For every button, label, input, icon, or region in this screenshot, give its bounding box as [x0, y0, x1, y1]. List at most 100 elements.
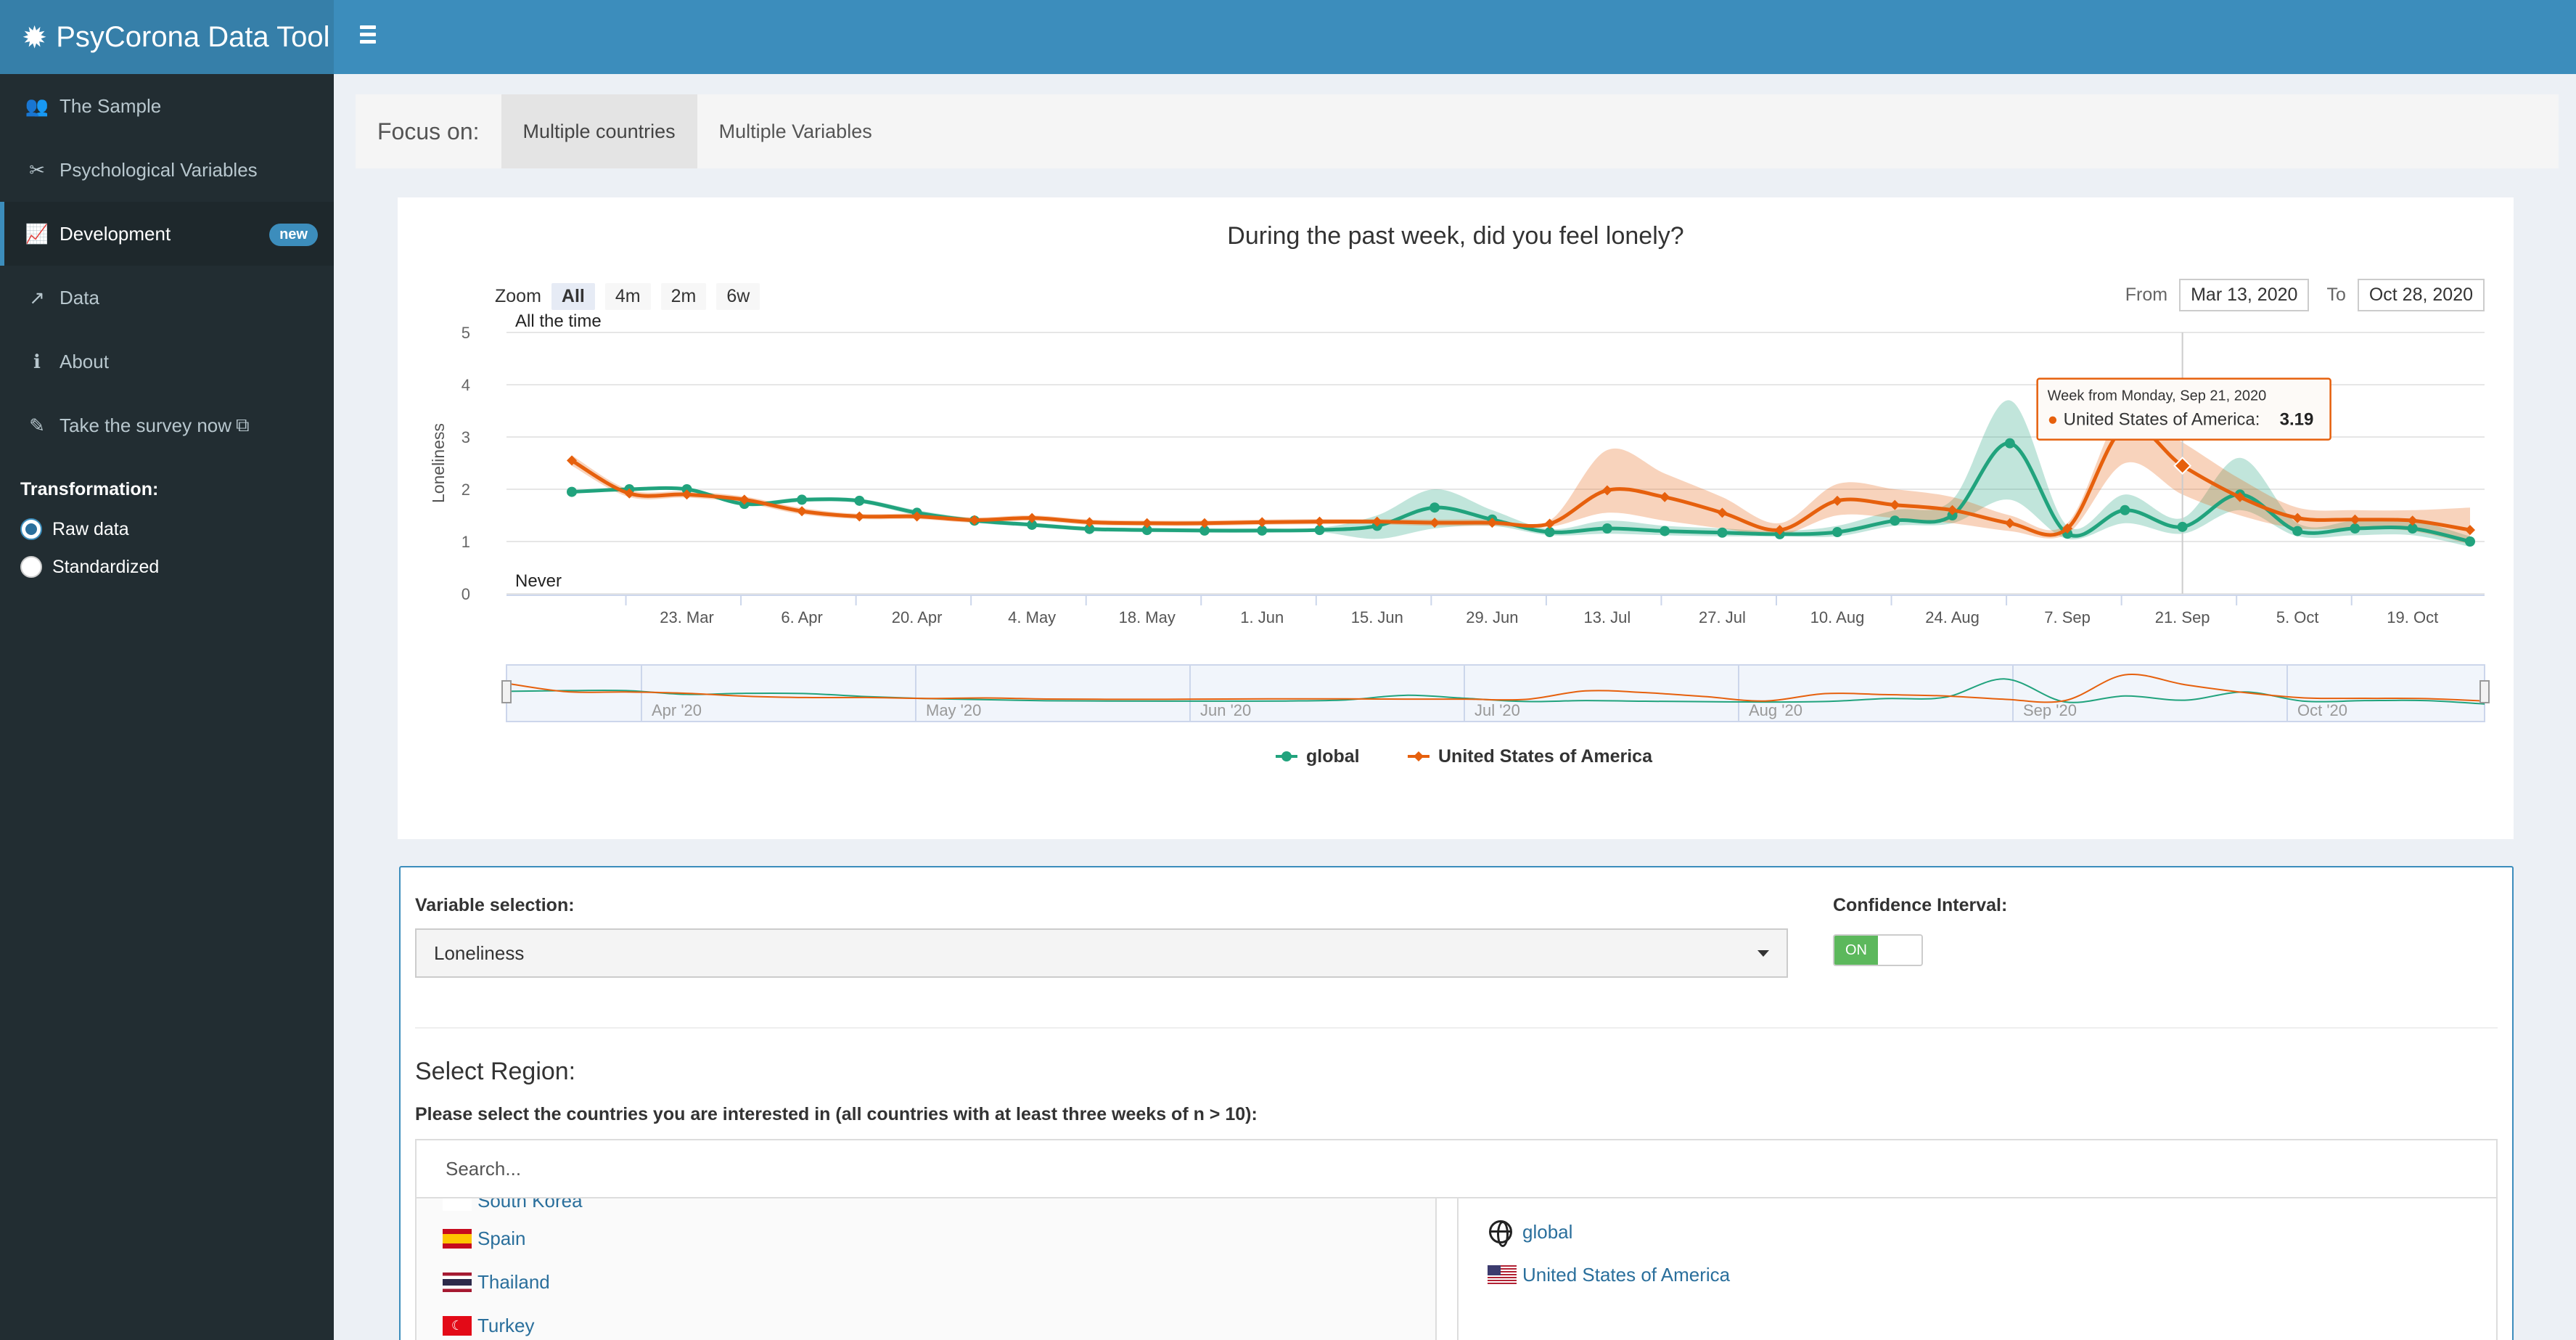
data-point	[854, 511, 865, 522]
menu-toggle-icon[interactable]	[356, 22, 385, 51]
focus-tabs: Focus on: Multiple countries Multiple Va…	[356, 94, 2559, 168]
zoom-2m-button[interactable]: 2m	[660, 283, 707, 310]
data-point	[1257, 517, 1268, 528]
y-annotation-top: All the time	[515, 311, 602, 331]
globe-icon	[1489, 1220, 1512, 1247]
settings-panel: Variable selection: Loneliness Confidenc…	[399, 866, 2514, 1340]
data-point	[681, 489, 692, 500]
x-tick-label: 1. Jun	[1240, 608, 1284, 626]
data-point	[1487, 518, 1498, 528]
x-tick-label: 4. May	[1008, 608, 1056, 626]
sidebar-item-label: Data	[60, 286, 99, 309]
radio-label: Raw data	[52, 518, 129, 539]
data-point	[1027, 519, 1038, 530]
radio-button[interactable]	[20, 518, 42, 540]
data-point	[1141, 525, 1152, 536]
data-point	[2177, 521, 2188, 532]
thailand-flag-icon	[443, 1272, 472, 1292]
data-point	[1199, 518, 1210, 528]
data-point	[1660, 526, 1670, 536]
radio-button[interactable]	[20, 556, 42, 578]
data-point	[1084, 523, 1095, 534]
data-point	[681, 484, 692, 494]
legend-marker	[1281, 751, 1292, 761]
tab-multiple-variables[interactable]: Multiple Variables	[718, 120, 872, 142]
sidebar-item-data[interactable]: ↗ Data	[0, 266, 334, 330]
tools-icon: ✂	[29, 158, 45, 181]
list-item[interactable]: Thailand	[443, 1271, 550, 1294]
radio-raw-data[interactable]: Raw data	[20, 510, 334, 548]
ci-toggle-on: ON	[1834, 936, 1878, 965]
transformation-group: Transformation: Raw data Standardized	[0, 457, 334, 586]
edit-icon: ✎	[29, 414, 45, 436]
ci-band-global	[572, 400, 2470, 547]
to-date-input[interactable]: Oct 28, 2020	[2357, 279, 2485, 311]
data-point	[1832, 495, 1842, 506]
external-link-icon: ⧉	[236, 414, 250, 436]
zoom-4m-button[interactable]: 4m	[604, 283, 651, 310]
ci-toggle[interactable]: ON	[1833, 934, 1923, 966]
navigator-line-united-states-of-america	[506, 674, 2485, 703]
navigator-label: Jul '20	[1474, 701, 1520, 719]
data-point	[1544, 518, 1555, 529]
available-regions-list[interactable]: South Korea Spain Thailand ☾ Turkey	[415, 1198, 1437, 1340]
data-point	[1084, 517, 1095, 528]
users-icon: 👥	[25, 94, 49, 117]
info-icon: ℹ	[33, 350, 41, 372]
zoom-all-button[interactable]: All	[551, 283, 595, 310]
sidebar-item-development[interactable]: 📈 Development new	[0, 202, 334, 266]
data-point	[1947, 510, 1958, 520]
tab-multiple-countries[interactable]: Multiple countries	[501, 94, 697, 168]
y-tick-label: 5	[462, 324, 470, 342]
legend-label: global	[1306, 746, 1360, 767]
legend-marker	[1414, 751, 1424, 761]
region-search-input[interactable]: Search...	[415, 1139, 2498, 1198]
y-tick-label: 0	[462, 585, 470, 603]
region-label: Spain	[477, 1227, 526, 1249]
from-date-input[interactable]: Mar 13, 2020	[2179, 279, 2310, 311]
region-label: United States of America	[1522, 1264, 1731, 1286]
navigator-handle-right	[2479, 680, 2490, 703]
x-tick-label: 23. Mar	[660, 608, 714, 626]
sidebar-item-the-sample[interactable]: 👥 The Sample	[0, 74, 334, 138]
tooltip-marker: ●	[2048, 410, 2059, 430]
data-point	[1947, 504, 1958, 515]
variable-select-value: Loneliness	[434, 941, 525, 964]
radio-standardized[interactable]: Standardized	[20, 548, 334, 586]
data-point	[1601, 523, 1612, 534]
list-item[interactable]: Spain	[443, 1227, 526, 1250]
data-point	[2407, 523, 2418, 534]
list-item[interactable]: United States of America	[1488, 1264, 1730, 1286]
data-point	[624, 488, 635, 499]
x-tick-label: 6. Apr	[781, 608, 822, 626]
sidebar-item-take-survey[interactable]: ✎ Take the survey now ⧉	[0, 393, 334, 457]
x-tick-label: 5. Oct	[2276, 608, 2319, 626]
sidebar-item-label: Development	[60, 222, 171, 245]
chart-title: During the past week, did you feel lonel…	[1227, 222, 1684, 250]
sidebar-item-psychological-variables[interactable]: ✂ Psychological Variables	[0, 138, 334, 202]
navigator-label: May '20	[926, 701, 981, 719]
zoom-6w-button[interactable]: 6w	[716, 283, 760, 310]
list-item[interactable]: ☾ Turkey	[443, 1315, 535, 1337]
variable-select[interactable]: Loneliness	[415, 928, 1788, 978]
list-item[interactable]: South Korea	[443, 1198, 583, 1212]
usa-flag-icon	[1488, 1265, 1517, 1285]
sidebar-item-about[interactable]: ℹ About	[0, 330, 334, 393]
loneliness-chart[interactable]: 0 1 2 3 4 5 All the time Never Loneliness 23. Mar…	[398, 197, 2514, 839]
app-brand[interactable]: ✹ PsyCorona Data Tool	[0, 0, 334, 74]
x-tick-label: 18. May	[1119, 608, 1176, 626]
data-point	[2120, 504, 2130, 515]
list-item[interactable]: global	[1489, 1220, 1573, 1247]
date-range: From Mar 13, 2020 To Oct 28, 2020	[2125, 279, 2485, 311]
y-tick-label: 2	[462, 481, 470, 499]
zoom-controls: Zoom All 4m 2m 6w	[495, 283, 760, 310]
data-point	[1027, 512, 1038, 523]
zoom-label: Zoom	[495, 286, 541, 306]
region-label: global	[1522, 1220, 1573, 1243]
selected-regions-list[interactable]: global United States of America	[1457, 1198, 2498, 1340]
radio-label: Standardized	[52, 556, 160, 577]
data-point	[797, 494, 808, 505]
south-korea-flag-icon	[443, 1198, 472, 1211]
data-point	[1429, 502, 1440, 513]
data-point	[854, 495, 865, 506]
